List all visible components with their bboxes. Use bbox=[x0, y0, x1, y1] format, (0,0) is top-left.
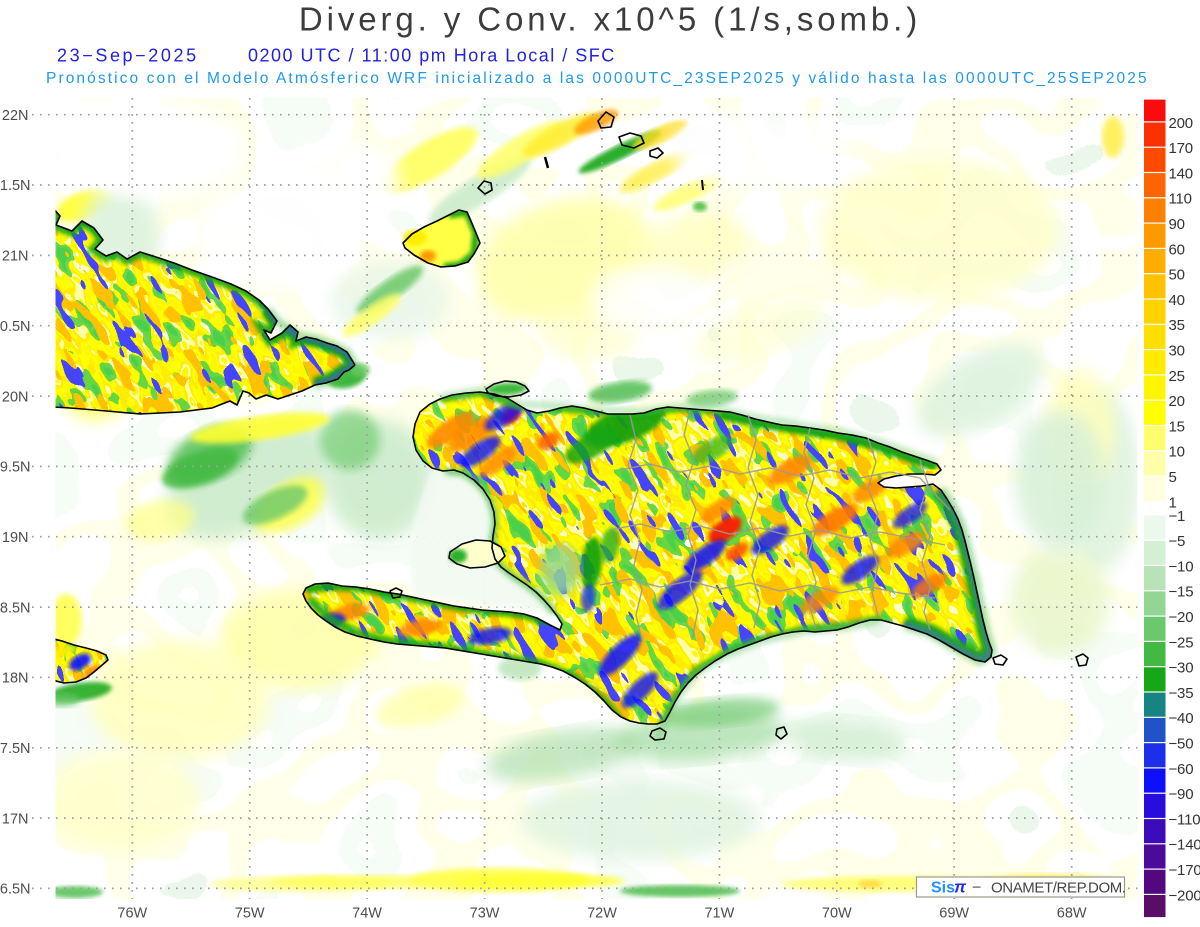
svg-text:Pronóstico con el Modelo Atmós: Pronóstico con el Modelo Atmósferico WRF… bbox=[46, 70, 1149, 87]
svg-text:19N: 19N bbox=[2, 530, 29, 546]
svg-text:40: 40 bbox=[1169, 292, 1185, 309]
svg-text:50: 50 bbox=[1169, 267, 1185, 284]
svg-text:−170: −170 bbox=[1169, 862, 1200, 879]
svg-text:−35: −35 bbox=[1169, 685, 1194, 702]
svg-text:0200 UTC / 11:00 pm Hora Local: 0200 UTC / 11:00 pm Hora Local / SFC bbox=[248, 46, 616, 66]
svg-text:Diverg. y Conv. x10^5 (1/s,som: Diverg. y Conv. x10^5 (1/s,somb.) bbox=[299, 1, 921, 38]
svg-text:−110: −110 bbox=[1169, 811, 1200, 828]
svg-text:75W: 75W bbox=[235, 906, 265, 922]
svg-text:−25: −25 bbox=[1169, 634, 1194, 651]
svg-text:1: 1 bbox=[1169, 494, 1177, 511]
svg-text:−60: −60 bbox=[1169, 761, 1194, 778]
svg-text:200: 200 bbox=[1169, 115, 1193, 132]
svg-text:110: 110 bbox=[1169, 191, 1192, 208]
svg-text:20N: 20N bbox=[2, 389, 29, 405]
svg-text:−140: −140 bbox=[1169, 837, 1200, 854]
svg-text:90: 90 bbox=[1169, 216, 1185, 233]
svg-text:6.5N: 6.5N bbox=[0, 882, 31, 898]
svg-text:−50: −50 bbox=[1169, 736, 1194, 753]
svg-text:20: 20 bbox=[1169, 393, 1185, 410]
svg-text:170: 170 bbox=[1169, 140, 1193, 157]
svg-text:8.5N: 8.5N bbox=[0, 600, 31, 616]
svg-text:7.5N: 7.5N bbox=[0, 741, 31, 757]
svg-text:0.5N: 0.5N bbox=[0, 319, 31, 335]
svg-text:17N: 17N bbox=[2, 811, 29, 827]
svg-text:−90: −90 bbox=[1169, 786, 1194, 803]
svg-text:70W: 70W bbox=[822, 906, 852, 922]
svg-text:71W: 71W bbox=[704, 906, 734, 922]
svg-text:10: 10 bbox=[1169, 444, 1185, 461]
svg-text:5: 5 bbox=[1169, 469, 1177, 486]
svg-text:21N: 21N bbox=[2, 249, 29, 265]
svg-text:−5: −5 bbox=[1169, 533, 1186, 550]
svg-text:60: 60 bbox=[1169, 241, 1185, 258]
svg-text:−20: −20 bbox=[1169, 609, 1194, 626]
svg-text:22N: 22N bbox=[2, 108, 29, 124]
svg-text:−1: −1 bbox=[1169, 508, 1186, 525]
svg-text:1.5N: 1.5N bbox=[0, 178, 31, 194]
svg-text:74W: 74W bbox=[352, 906, 382, 922]
svg-text:−10: −10 bbox=[1169, 558, 1194, 575]
svg-text:Sisπ−ONAMET/REP.DOM.: Sisπ − ONAMET/REP.DOM. bbox=[931, 878, 1126, 897]
svg-text:76W: 76W bbox=[117, 906, 147, 922]
svg-text:−200: −200 bbox=[1169, 887, 1200, 904]
svg-text:15: 15 bbox=[1169, 418, 1185, 435]
svg-text:−40: −40 bbox=[1169, 710, 1194, 727]
svg-text:25: 25 bbox=[1169, 368, 1185, 385]
svg-text:−15: −15 bbox=[1169, 584, 1194, 601]
svg-text:73W: 73W bbox=[470, 906, 500, 922]
svg-text:140: 140 bbox=[1169, 165, 1193, 182]
svg-text:68W: 68W bbox=[1057, 906, 1087, 922]
svg-text:72W: 72W bbox=[587, 906, 617, 922]
svg-text:35: 35 bbox=[1169, 317, 1185, 334]
svg-text:9.5N: 9.5N bbox=[0, 460, 31, 476]
svg-text:18N: 18N bbox=[2, 671, 29, 687]
svg-text:30: 30 bbox=[1169, 343, 1185, 360]
svg-text:23−Sep−2025: 23−Sep−2025 bbox=[57, 46, 199, 66]
svg-text:69W: 69W bbox=[939, 906, 969, 922]
svg-text:−30: −30 bbox=[1169, 660, 1194, 677]
